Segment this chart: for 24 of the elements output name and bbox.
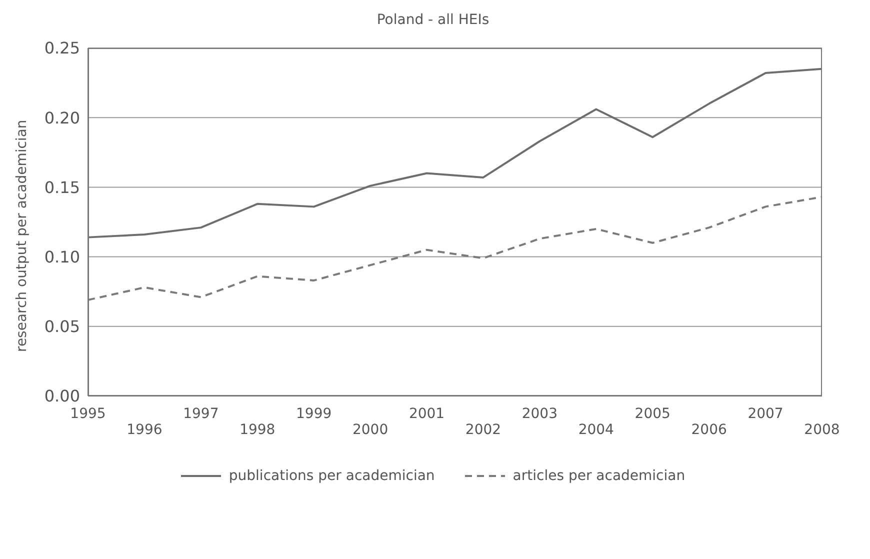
x-tick-label: 2007 xyxy=(748,406,784,422)
x-tick-label: 2004 xyxy=(578,422,614,438)
x-tick-label: 2001 xyxy=(408,406,445,422)
y-tick-label: 0.05 xyxy=(44,317,80,336)
x-tick-label: 1996 xyxy=(126,422,162,438)
x-tick-label: 2005 xyxy=(634,406,670,422)
legend-label: articles per academician xyxy=(512,468,686,484)
x-tick-label: 2002 xyxy=(465,422,502,438)
x-tick-label: 1998 xyxy=(240,422,276,438)
chart-title: Poland - all HEIs xyxy=(376,12,490,28)
x-tick-label: 1999 xyxy=(296,406,332,422)
y-tick-label: 0.15 xyxy=(44,178,80,197)
y-tick-label: 0.25 xyxy=(44,38,80,58)
x-tick-label: 2006 xyxy=(691,422,727,438)
x-tick-label: 1995 xyxy=(70,406,106,422)
y-tick-label: 0.20 xyxy=(44,108,80,128)
y-axis-title: research output per academician xyxy=(14,120,30,352)
legend-label: publications per academician xyxy=(228,468,435,484)
x-tick-label: 2008 xyxy=(804,422,840,438)
x-tick-label: 2000 xyxy=(352,422,388,438)
y-tick-label: 0.10 xyxy=(44,247,80,266)
x-tick-label: 1997 xyxy=(183,406,219,422)
y-tick-label: 0.00 xyxy=(44,386,80,406)
x-tick-label: 2003 xyxy=(522,406,558,422)
